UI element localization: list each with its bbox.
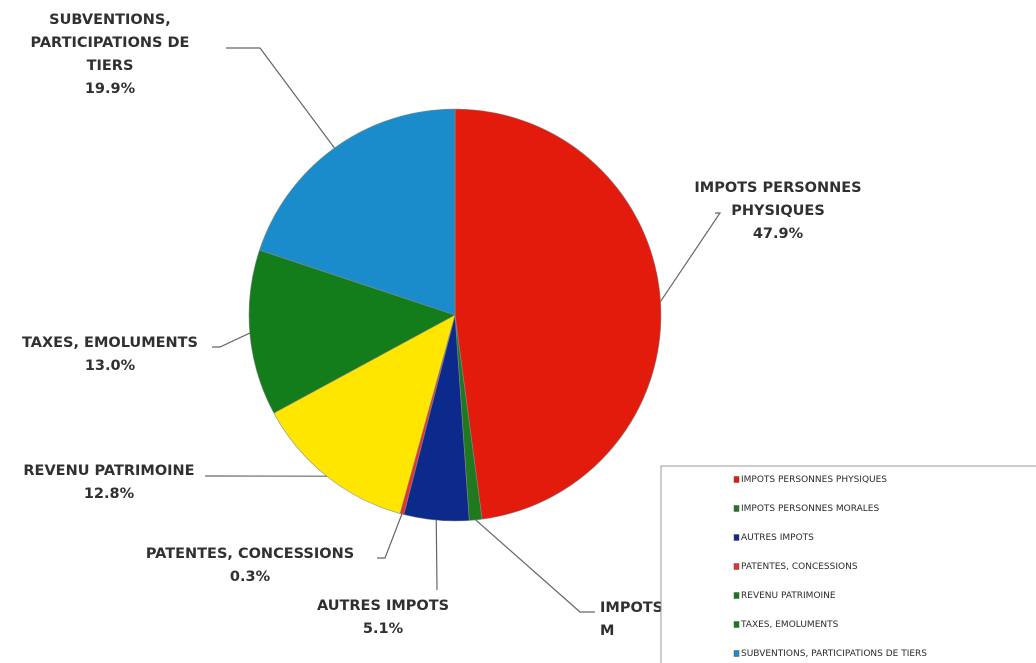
legend-label-taxes-emoluments: TAXES, EMOLUMENTS [740, 620, 839, 630]
legend-swatch-impots-personnes-physiques [733, 476, 740, 483]
legend-box [660, 465, 1036, 663]
slice-label-impots-personnes-morales: M [600, 623, 614, 639]
pie-slice-taxes-emoluments [248, 249, 456, 414]
slice-label-impots-personnes-physiques: PHYSIQUES [731, 203, 825, 219]
leader-line-patentes-concessions [377, 513, 403, 559]
leader-line-taxes-emoluments [212, 332, 251, 348]
legend-swatch-subventions-participations-de-tiers [733, 650, 740, 657]
legend-label-revenu-patrimoine: REVENU PATRIMOINE [741, 591, 836, 601]
legend-swatch-impots-personnes-morales [733, 505, 740, 512]
slice-percent-taxes-emoluments: 13.0% [85, 358, 136, 374]
leader-line-subventions-participations-de-tiers [226, 47, 335, 149]
slice-label-subventions-participations-de-tiers: SUBVENTIONS, [49, 12, 171, 28]
leader-line-impots-personnes-physiques [660, 212, 722, 302]
slice-label-autres-impots: AUTRES IMPOTS [317, 598, 449, 614]
legend-label-impots-personnes-physiques: IMPOTS PERSONNES PHYSIQUES [741, 475, 887, 485]
legend-label-subventions-participations-de-tiers: SUBVENTIONS, PARTICIPATIONS DE TIERS [741, 649, 927, 659]
slice-percent-subventions-participations-de-tiers: 19.9% [85, 81, 136, 97]
legend-swatch-revenu-patrimoine [733, 592, 740, 599]
slice-label-impots-personnes-morales: IMPOTS [600, 600, 663, 616]
slice-percent-autres-impots: 5.1% [363, 621, 404, 637]
slice-label-subventions-participations-de-tiers: TIERS [87, 58, 134, 74]
leader-lines [205, 47, 722, 613]
slice-label-patentes-concessions: PATENTES, CONCESSIONS [146, 546, 354, 562]
legend-label-autres-impots: AUTRES IMPOTS [741, 533, 814, 543]
slice-label-subventions-participations-de-tiers: PARTICIPATIONS DE [31, 35, 190, 51]
slice-label-impots-personnes-physiques: IMPOTS PERSONNES [694, 180, 861, 196]
pie-slices [248, 108, 662, 522]
legend-swatch-taxes-emoluments [733, 621, 740, 628]
legend-label-impots-personnes-morales: IMPOTS PERSONNES MORALES [741, 504, 879, 514]
slice-percent-revenu-patrimoine: 12.8% [84, 486, 135, 502]
legend: IMPOTS PERSONNES PHYSIQUES IMPOTS PERSONN… [660, 465, 1036, 663]
leader-line-impots-personnes-morales [475, 519, 595, 613]
leader-line-autres-impots [435, 520, 438, 591]
slice-percent-patentes-concessions: 0.3% [230, 569, 271, 585]
callout-labels: IMPOTS PERSONNES PHYSIQUES 47.9% IMPOTS M AUT… [22, 12, 862, 639]
slice-label-revenu-patrimoine: REVENU PATRIMOINE [23, 463, 194, 479]
legend-swatch-patentes-concessions [733, 563, 740, 570]
legend-swatch-autres-impots [733, 534, 740, 541]
pie-slice-impots-personnes-physiques [454, 108, 662, 520]
legend-label-patentes-concessions: PATENTES, CONCESSIONS [741, 562, 858, 572]
slice-percent-impots-personnes-physiques: 47.9% [753, 226, 804, 242]
slice-label-taxes-emoluments: TAXES, EMOLUMENTS [22, 335, 198, 351]
